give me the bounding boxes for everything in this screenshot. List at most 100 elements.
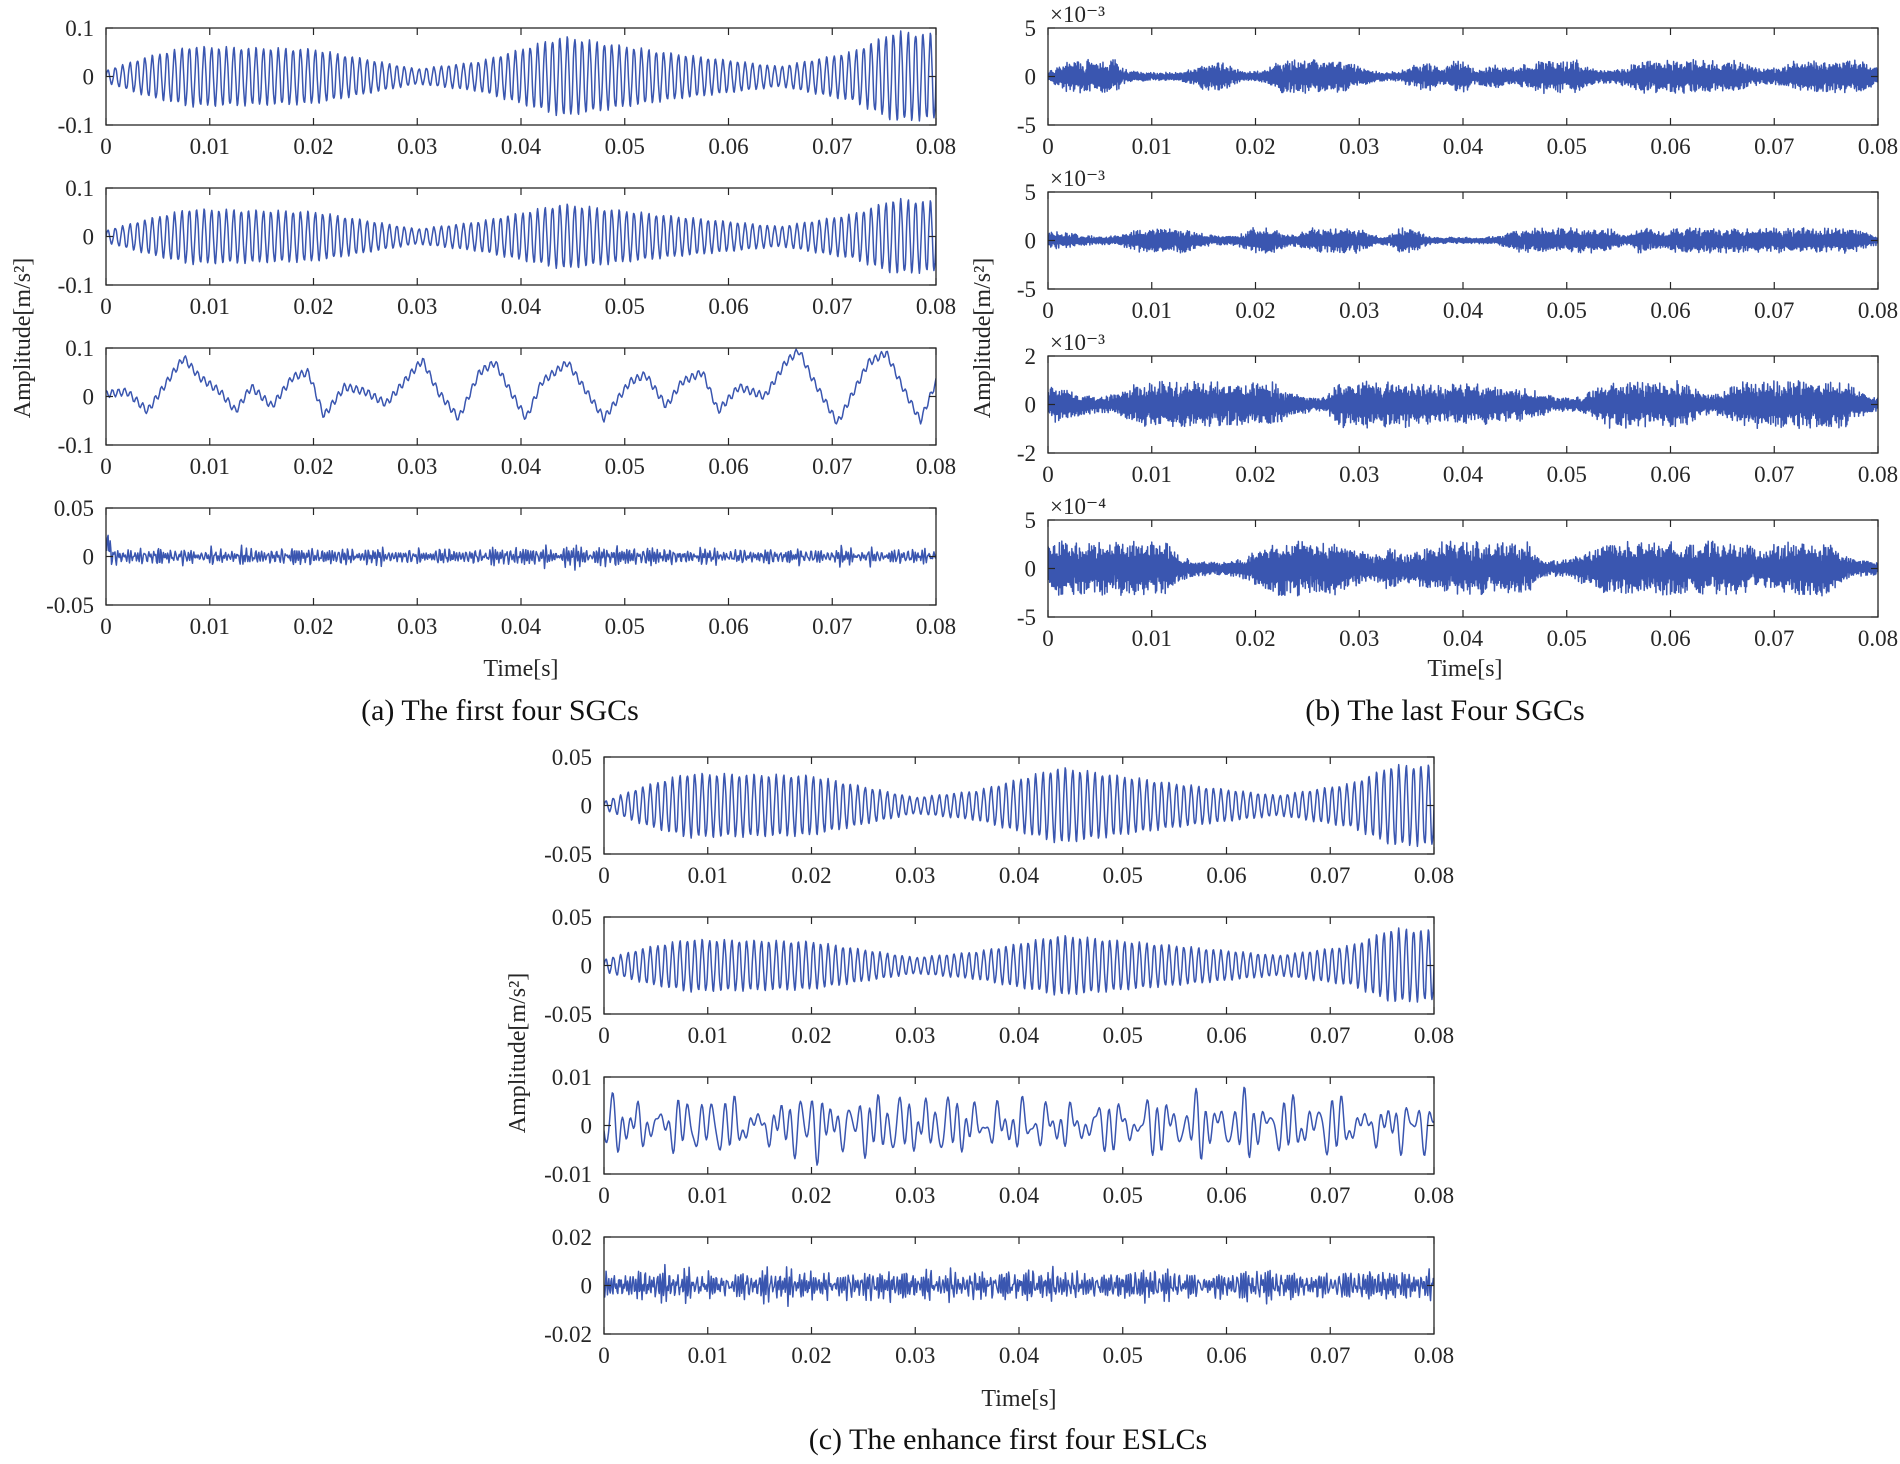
x-tick-label: 0.07 (812, 454, 852, 479)
x-tick-label: 0 (1042, 462, 1054, 487)
subplot-b-4: 0 0.01 0.02 0.03 0.04 0.05 0.06 0.07 0.0850-5×10… (1017, 494, 1898, 651)
x-tick-label: 0.06 (1650, 626, 1690, 651)
x-tick-label: 0.08 (1414, 1023, 1454, 1048)
x-tick-label: 0 (598, 1183, 610, 1208)
x-tick-label: 0 (100, 134, 112, 159)
y-tick-label: -0.02 (544, 1322, 592, 1347)
x-tick-label: 0.08 (1414, 1343, 1454, 1368)
x-tick-label: 0.04 (501, 134, 542, 159)
signal-trace (106, 534, 936, 571)
x-tick-label: 0.03 (397, 454, 437, 479)
x-tick-label: 0.01 (688, 1343, 728, 1368)
y-tick-label: 0.05 (552, 905, 592, 930)
subplot-c-3: 0 0.01 0.02 0.03 0.04 0.05 0.06 0.07 0.080.010-0… (544, 1065, 1454, 1208)
subplot-a-2: 0 0.01 0.02 0.03 0.04 0.05 0.06 0.07 0.080.10-0.… (58, 176, 957, 319)
x-tick-label: 0.07 (1754, 626, 1794, 651)
x-tick-label: 0.04 (1443, 462, 1484, 487)
subplot-c-4: 0 0.01 0.02 0.03 0.04 0.05 0.06 0.07 0.080.020-0… (544, 1225, 1454, 1368)
y-tick-label: 0 (83, 225, 95, 250)
y-tick-label: 0.02 (552, 1225, 592, 1250)
x-tick-label: 0.08 (1858, 298, 1898, 323)
x-tick-label: 0.02 (1235, 626, 1275, 651)
plot-frame (105, 347, 937, 446)
subplot-c-2: 0 0.01 0.02 0.03 0.04 0.05 0.06 0.07 0.080.050-0… (544, 905, 1454, 1048)
x-tick-label: 0.03 (895, 863, 935, 888)
x-tick-label: 0.01 (688, 1023, 728, 1048)
x-tick-label: 0.01 (1132, 462, 1172, 487)
x-tick-label: 0 (598, 863, 610, 888)
x-tick-label: 0.01 (190, 134, 230, 159)
y-tick-label: 0 (581, 954, 593, 979)
x-tick-label: 0 (1042, 298, 1054, 323)
y-tick-label: 0 (83, 545, 95, 570)
y-tick-label: 0 (1025, 65, 1037, 90)
y-tick-label: 5 (1025, 16, 1037, 41)
y-tick-label: 5 (1025, 180, 1037, 205)
x-tick-label: 0.05 (605, 454, 645, 479)
x-tick-label: 0.07 (1310, 1183, 1350, 1208)
y-tick-label: 0 (581, 1274, 593, 1299)
x-tick-label: 0.02 (293, 294, 333, 319)
x-tick-label: 0.03 (1339, 298, 1379, 323)
subplot-a-1: 0 0.01 0.02 0.03 0.04 0.05 0.06 0.07 0.080.10-0.… (58, 16, 957, 159)
x-tick-label: 0.02 (1235, 134, 1275, 159)
y-tick-label: -0.05 (46, 593, 94, 618)
x-tick-label: 0.04 (501, 454, 542, 479)
x-tick-label: 0.01 (688, 863, 728, 888)
subplot-a-3: 0 0.01 0.02 0.03 0.04 0.05 0.06 0.07 0.080.10-0.… (58, 336, 957, 479)
x-tick-label: 0.06 (1206, 1023, 1246, 1048)
signal-trace (106, 197, 936, 274)
signal-trace (1048, 540, 1878, 597)
y-tick-label: 0 (83, 65, 95, 90)
y-tick-label: 0 (1025, 557, 1037, 582)
x-tick-label: 0.04 (1443, 298, 1484, 323)
signal-trace (604, 1086, 1434, 1166)
x-tick-label: 0.03 (397, 294, 437, 319)
x-tick-label: 0.06 (1650, 298, 1690, 323)
y-tick-label: 0 (1025, 229, 1037, 254)
x-tick-label: 0.06 (1206, 1183, 1246, 1208)
x-tick-label: 0.01 (1132, 134, 1172, 159)
y-tick-label: 0.01 (552, 1065, 592, 1090)
panel-a-ylabel: Amplitude[m/s²] (10, 258, 36, 419)
y-tick-label: 5 (1025, 508, 1037, 533)
y-tick-label: -0.1 (58, 113, 94, 138)
panel-b-ylabel: Amplitude[m/s²] (970, 258, 996, 419)
x-tick-label: 0.06 (708, 294, 748, 319)
x-tick-label: 0.04 (501, 294, 542, 319)
subplot-b-3: 0 0.01 0.02 0.03 0.04 0.05 0.06 0.07 0.0820-2×10… (1017, 330, 1898, 487)
x-tick-label: 0.06 (1206, 1343, 1246, 1368)
x-tick-label: 0.06 (1650, 134, 1690, 159)
x-tick-label: 0.02 (293, 614, 333, 639)
signal-trace (106, 348, 936, 425)
x-tick-label: 0.02 (293, 454, 333, 479)
y-tick-label: 2 (1025, 344, 1037, 369)
x-tick-label: 0.04 (1443, 626, 1484, 651)
x-tick-label: 0.06 (708, 134, 748, 159)
x-tick-label: 0.02 (791, 1183, 831, 1208)
subplot-layer: 0 0.01 0.02 0.03 0.04 0.05 0.06 0.07 0.080.10-0.… (46, 2, 1898, 1368)
x-tick-label: 0.02 (1235, 462, 1275, 487)
panel-c-xlabel: Time[s] (981, 1386, 1056, 1412)
y-tick-label: -0.01 (544, 1162, 592, 1187)
y-tick-label: 0.1 (65, 16, 94, 41)
x-tick-label: 0.02 (791, 1023, 831, 1048)
signal-trace (604, 763, 1434, 848)
y-tick-label: 0.05 (54, 496, 94, 521)
x-tick-label: 0.04 (999, 1023, 1040, 1048)
x-tick-label: 0.05 (605, 294, 645, 319)
x-tick-label: 0.04 (999, 863, 1040, 888)
x-tick-label: 0.08 (1858, 462, 1898, 487)
x-tick-label: 0.02 (1235, 298, 1275, 323)
x-tick-label: 0.07 (1310, 863, 1350, 888)
x-tick-label: 0 (598, 1023, 610, 1048)
x-tick-label: 0.05 (1103, 1023, 1143, 1048)
y-tick-label: -0.05 (544, 842, 592, 867)
x-tick-label: 0 (1042, 134, 1054, 159)
x-tick-label: 0.05 (1103, 1183, 1143, 1208)
y-tick-label: 0.1 (65, 336, 94, 361)
signal-trace (106, 30, 936, 122)
x-tick-label: 0 (598, 1343, 610, 1368)
x-tick-label: 0.01 (1132, 626, 1172, 651)
y-tick-label: 0.1 (65, 176, 94, 201)
